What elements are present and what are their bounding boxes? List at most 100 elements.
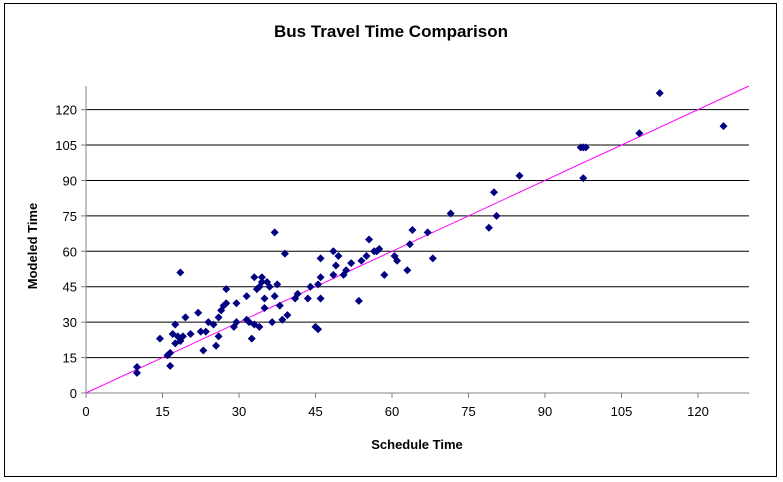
x-tick-label: 30 [232, 404, 246, 419]
data-point [209, 320, 218, 329]
data-point [428, 254, 437, 263]
data-point [133, 363, 141, 372]
data-point [719, 122, 728, 131]
x-tick-label: 75 [461, 404, 475, 419]
data-point [222, 299, 231, 308]
data-point [306, 282, 315, 291]
data-point [314, 280, 323, 289]
data-point [303, 294, 312, 303]
y-tick-label: 45 [63, 280, 77, 295]
data-point [316, 254, 325, 263]
data-point [446, 209, 455, 218]
x-tick-label: 0 [82, 404, 89, 419]
data-point [260, 294, 269, 303]
data-point [212, 341, 221, 350]
data-point [232, 318, 241, 327]
data-point [316, 273, 325, 282]
data-point [280, 249, 289, 258]
data-point [171, 320, 180, 329]
data-point [354, 296, 363, 305]
x-axis-title: Schedule Time [371, 437, 463, 452]
data-point [247, 334, 256, 343]
gridlines [86, 109, 749, 359]
trendline-line [85, 85, 750, 394]
y-tick-label: 0 [70, 386, 77, 401]
data-point [581, 143, 590, 152]
data-point [579, 174, 588, 183]
data-point [273, 280, 282, 289]
data-point [257, 278, 266, 287]
data-point [176, 268, 185, 277]
data-point [242, 292, 251, 301]
data-point [329, 270, 338, 279]
data-point [357, 256, 366, 265]
data-point [283, 311, 292, 320]
data-point [250, 273, 259, 282]
data-point [201, 327, 210, 336]
data-point [214, 332, 223, 341]
y-tick-label: 75 [63, 209, 77, 224]
x-tick-label: 60 [385, 404, 399, 419]
data-point [393, 256, 402, 265]
data-point [365, 235, 374, 244]
data-point [403, 266, 412, 275]
data-point [199, 346, 208, 355]
data-point [166, 348, 175, 357]
x-tick-label: 45 [308, 404, 322, 419]
x-tick-label: 105 [611, 404, 633, 419]
data-point [255, 322, 264, 331]
data-point [270, 292, 279, 301]
data-point [342, 266, 351, 275]
data-point [196, 327, 205, 336]
trendline [85, 85, 750, 394]
data-point [166, 361, 175, 370]
data-point [375, 244, 384, 253]
data-point [268, 318, 277, 327]
data-point [186, 329, 195, 338]
tick-labels: 0 15 30 45 60 75 90 105 120 0 15 30 45 60 75 90 105 120 [55, 103, 709, 419]
chart-title: Bus Travel Time Comparison [274, 22, 508, 41]
data-point [257, 273, 266, 282]
data-point [484, 223, 493, 232]
data-point [178, 332, 187, 341]
data-point [408, 226, 417, 235]
data-point [423, 228, 432, 237]
data-point [155, 334, 164, 343]
data-point [334, 252, 343, 261]
y-tick-label: 105 [55, 138, 77, 153]
data-point [515, 171, 524, 180]
data-point [232, 299, 241, 308]
y-tick-label: 90 [63, 173, 77, 188]
data-point [331, 261, 340, 270]
data-point [260, 303, 269, 312]
x-tick-label: 120 [687, 404, 709, 419]
data-point [293, 289, 302, 298]
data-points [133, 89, 728, 377]
data-point [380, 270, 389, 279]
data-point [329, 247, 338, 256]
data-point [278, 315, 287, 324]
data-point [133, 368, 141, 377]
y-tick-label: 120 [55, 103, 77, 118]
data-point [405, 240, 414, 249]
data-point [214, 313, 223, 322]
y-axis-title: Modeled Time [25, 203, 40, 289]
data-point [362, 252, 371, 261]
data-point [265, 282, 274, 291]
data-point [181, 313, 190, 322]
data-point [316, 294, 325, 303]
x-tick-label: 90 [538, 404, 552, 419]
y-tick-label: 60 [63, 244, 77, 259]
x-tick-label: 15 [155, 404, 169, 419]
data-point [270, 228, 279, 237]
data-point [655, 89, 664, 98]
data-point [490, 188, 498, 197]
data-point [347, 259, 356, 268]
data-point [492, 211, 501, 220]
y-tick-label: 30 [63, 315, 77, 330]
data-point [635, 129, 644, 138]
data-point [314, 325, 323, 334]
y-tick-label: 15 [63, 351, 77, 366]
data-point [222, 285, 231, 294]
